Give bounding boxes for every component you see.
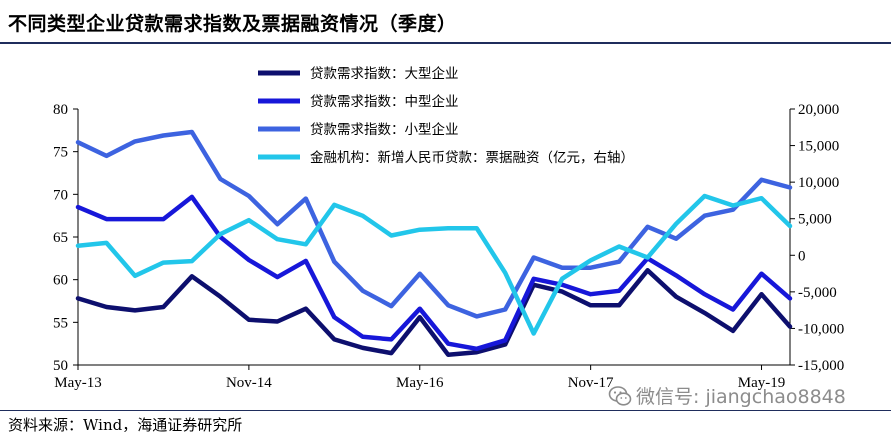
x-tick-label: May-19 [738, 375, 786, 391]
series-line-2 [75, 194, 793, 352]
source-note: 资料来源：Wind，海通证券研究所 [8, 416, 243, 434]
left-tick-label: 80 [53, 102, 68, 118]
left-tick-label: 75 [53, 145, 68, 161]
x-tick-label: Nov-17 [568, 375, 614, 391]
left-tick-label: 50 [53, 358, 68, 374]
right-tick-label: 10,000 [798, 175, 839, 191]
legend-label-3: 贷款需求指数：小型企业 [310, 121, 459, 138]
x-tick-label: May-16 [396, 375, 444, 391]
series-line-3 [75, 129, 793, 319]
watermark-text: 微信号: jiangchao8848 [636, 386, 846, 408]
legend-label-2: 贷款需求指数：中型企业 [310, 93, 459, 110]
right-tick-label: -15,000 [798, 358, 844, 374]
legend-label-4: 金融机构：新增人民币贷款：票据融资（亿元，右轴） [310, 150, 634, 166]
x-tick-label: Nov-14 [226, 375, 272, 391]
chart-title: 不同类型企业贷款需求指数及票据融资情况（季度） [8, 13, 457, 35]
chart: 50 55 60 65 70 75 80 -15,000 -10,000 -5,000 0 5,000… [53, 65, 844, 391]
wechat-icon [608, 385, 632, 406]
title-bar: 不同类型企业贷款需求指数及票据融资情况（季度） [0, 0, 891, 44]
left-tick-label: 65 [53, 230, 68, 246]
series-line-4 [75, 193, 793, 336]
left-tick-label: 55 [53, 315, 68, 331]
series-line-1 [75, 268, 793, 358]
legend-label-1: 贷款需求指数：大型企业 [310, 65, 459, 82]
right-tick-label: 15,000 [798, 139, 839, 155]
right-tick-label: -5,000 [798, 285, 837, 301]
right-tick-label: -10,000 [798, 321, 844, 337]
watermark: 微信号: jiangchao8848 [608, 382, 846, 409]
right-tick-label: 20,000 [798, 102, 839, 118]
right-tick-label: 0 [798, 248, 806, 264]
left-tick-label: 70 [53, 187, 68, 203]
footer-divider [0, 410, 891, 411]
left-tick-label: 60 [53, 273, 68, 289]
x-tick-label: May-13 [54, 375, 102, 391]
right-tick-label: 5,000 [798, 212, 832, 228]
